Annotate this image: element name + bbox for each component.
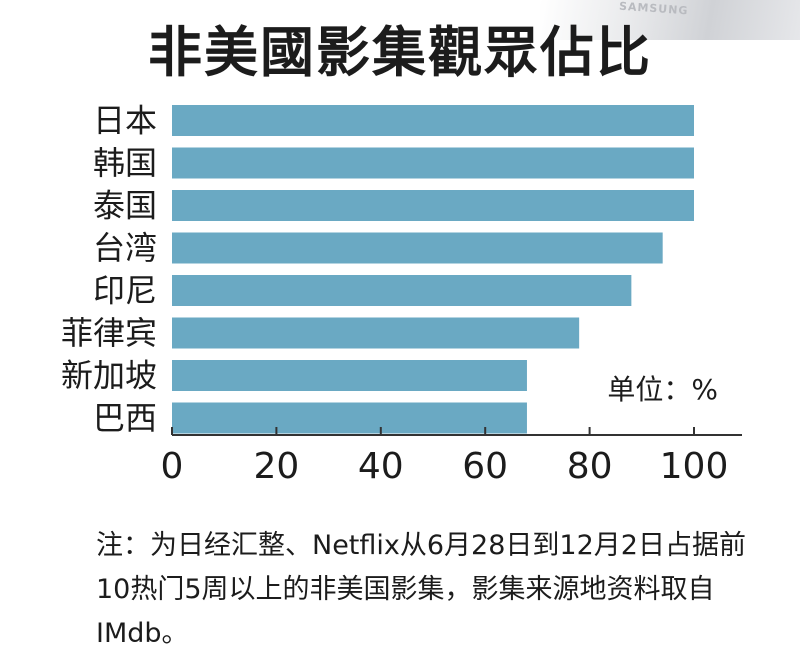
background-photo-strip [540, 0, 800, 40]
category-label: 巴西 [93, 399, 157, 437]
x-tick-label: 80 [567, 446, 613, 487]
category-label: 日本 [93, 102, 157, 140]
x-tick-label: 20 [253, 446, 299, 487]
bar [172, 317, 580, 349]
x-tick-label: 40 [358, 446, 404, 487]
category-label: 泰国 [93, 187, 157, 225]
x-tick-label: 0 [161, 446, 184, 487]
category-label: 印尼 [93, 272, 157, 310]
bar [172, 105, 694, 136]
category-label: 台湾 [93, 229, 157, 267]
category-label: 韩国 [93, 144, 157, 182]
category-label: 新加坡 [61, 357, 157, 395]
chart-title: 非美國影集觀眾佔比 [148, 21, 652, 84]
bar [172, 402, 527, 434]
bar [172, 275, 632, 306]
bar [172, 147, 694, 179]
x-tick-label: 100 [660, 446, 729, 487]
category-label: 菲律宾 [61, 314, 157, 352]
bar [172, 190, 694, 221]
chart-footnote: 注：为日经汇整、Netflix从6月28日到12月2日占据前10热门5周以上的非… [96, 530, 746, 649]
x-tick-label: 60 [462, 446, 508, 487]
bar [172, 232, 663, 264]
unit-label: 单位：% [607, 373, 718, 406]
bar [172, 360, 527, 391]
